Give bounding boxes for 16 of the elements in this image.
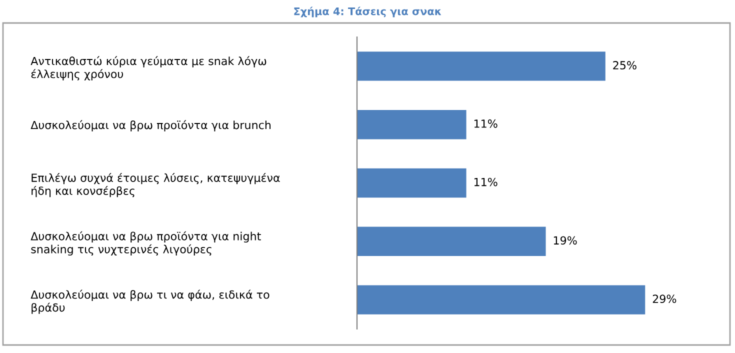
bar bbox=[357, 110, 466, 140]
y-tick-label: Δυσκολεύομαι να βρω προϊόντα για brunch bbox=[30, 120, 271, 132]
data-label: 29% bbox=[652, 294, 676, 304]
data-label: 11% bbox=[474, 119, 498, 128]
y-tick-label: Αντικαθιστώ κύρια γεύματα με snak λόγω έλλειψης χρόνου bbox=[30, 56, 266, 80]
bar bbox=[357, 168, 466, 198]
y-tick-label: Δυσκολεύομαι να βρω προϊόντα για night snaking τις νυχτερινές λιγούρες bbox=[30, 231, 261, 256]
bar bbox=[357, 226, 546, 256]
data-label: 19% bbox=[554, 236, 577, 245]
y-tick-label: Επιλέγω συχνά έτοιμες λύσεις, κατεψυγμένα ήδη και κονσέρβες bbox=[32, 172, 280, 198]
chart-title: Σχήμα 4: Τάσεις για σνακ bbox=[294, 6, 442, 18]
bar bbox=[357, 285, 646, 314]
y-tick-label: Δυσκολεύομαι να βρω τι να φάω, ειδικά το βράδυ bbox=[30, 290, 270, 314]
data-label: 11% bbox=[474, 178, 498, 186]
bar bbox=[357, 52, 606, 81]
data-label: 25% bbox=[613, 61, 636, 70]
